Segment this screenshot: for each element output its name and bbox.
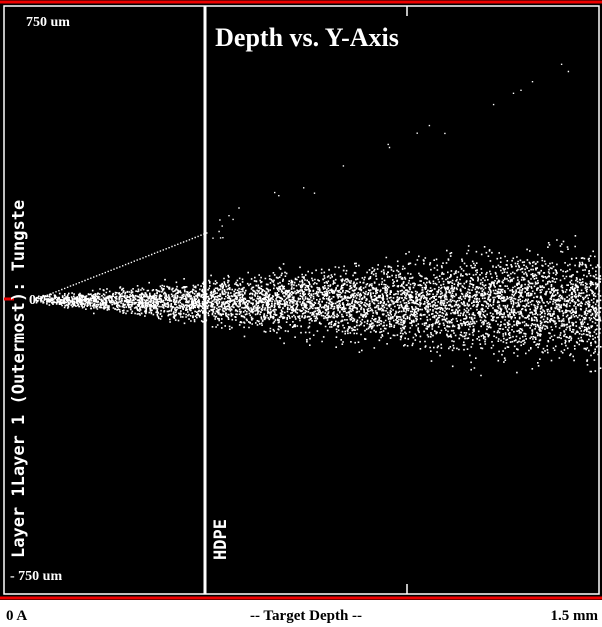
footer-right: 1.5 mm — [551, 608, 599, 624]
y-zero-label: 0 — [29, 293, 36, 308]
y-bottom-label: - 750 um — [10, 569, 62, 584]
footer-center: -- Target Depth -- — [250, 608, 362, 624]
ion-cloud — [35, 63, 602, 377]
y-top-label: 750 um — [26, 15, 70, 30]
side-label: Layer 1Layer 1 (Outermost): Tungste — [9, 200, 29, 558]
ion-dots — [35, 63, 602, 377]
plot-title: Depth vs. Y-Axis — [215, 23, 399, 52]
footer-left: 0 A — [6, 608, 27, 624]
layer-label: HDPE — [211, 519, 231, 560]
